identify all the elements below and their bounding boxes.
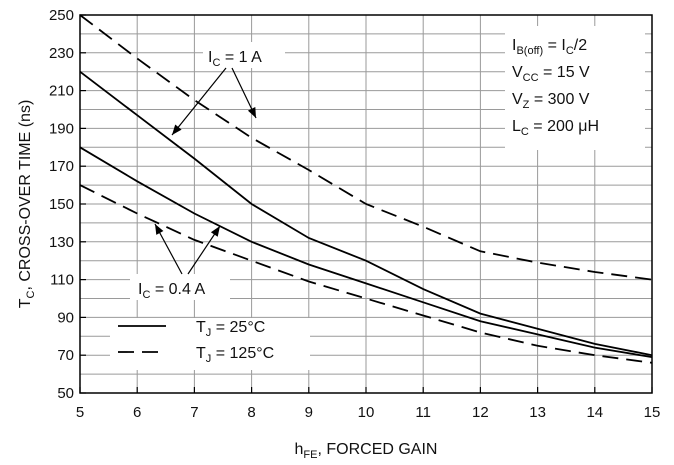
axis-ticks: 5 6 7 8 9 10 11 12 13 14 15 50 70 90 110 130 150 170 190 21…: [17, 7, 660, 461]
x-tick-label: 14: [586, 404, 603, 421]
condition-line: VZ = 300 V: [512, 91, 590, 111]
condition-line: LC = 200 μH: [512, 118, 599, 138]
x-axis-label: hFE, FORCED GAIN: [295, 441, 438, 461]
x-tick-label: 11: [415, 404, 431, 421]
arrow-head: [247, 107, 256, 118]
series-line-3: [79, 146, 653, 358]
y-tick-label: 170: [49, 158, 74, 175]
label-ic-1a: IC = 1 A: [208, 49, 262, 69]
series-line-1: [79, 70, 653, 357]
y-tick-label: 90: [57, 309, 74, 326]
y-tick-label: 110: [50, 272, 74, 289]
x-tick-label: 10: [358, 404, 375, 421]
conditions-bg: [505, 26, 645, 150]
label-bg: [130, 274, 230, 300]
y-tick-label: 190: [49, 120, 74, 137]
series-line-4: [79, 184, 653, 364]
arrow-head: [210, 226, 220, 237]
x-tick-label: 15: [644, 404, 661, 421]
condition-line: VCC = 15 V: [512, 64, 590, 84]
y-axis-label: TC, CROSS-OVER TIME (ns): [17, 100, 37, 309]
y-tick-label: 50: [57, 385, 74, 402]
x-tick-label: 13: [529, 404, 546, 421]
x-tick-label: 8: [247, 404, 255, 421]
arrow-head: [172, 124, 182, 135]
series-lines: [79, 14, 653, 364]
y-tick-label: 130: [49, 234, 74, 251]
y-tick-label: 150: [49, 196, 74, 213]
y-tick-label: 70: [57, 347, 74, 364]
x-tick-label: 5: [76, 404, 84, 421]
arrow-head: [155, 224, 164, 235]
y-tick-label: 250: [49, 7, 74, 24]
y-tick-label: 230: [49, 45, 74, 62]
annotations: IC = 1 A IC = 0.4 A IB(off) = IC/2 VCC = 15…: [110, 26, 645, 370]
annotation-arrow: [171, 67, 227, 136]
label-ic-0p4a: IC = 0.4 A: [138, 281, 205, 301]
series-line-2: [79, 14, 653, 281]
x-tick-label: 6: [133, 404, 141, 421]
legend-label: TJ = 125°C: [196, 345, 274, 365]
x-tick-label: 7: [190, 404, 198, 421]
label-bg: [203, 42, 285, 68]
legend-label: TJ = 25°C: [196, 319, 265, 339]
x-tick-label: 9: [305, 404, 313, 421]
y-tick-label: 210: [49, 83, 74, 100]
condition-line: IB(off) = IC/2: [512, 37, 587, 57]
x-tick-label: 12: [472, 404, 489, 421]
